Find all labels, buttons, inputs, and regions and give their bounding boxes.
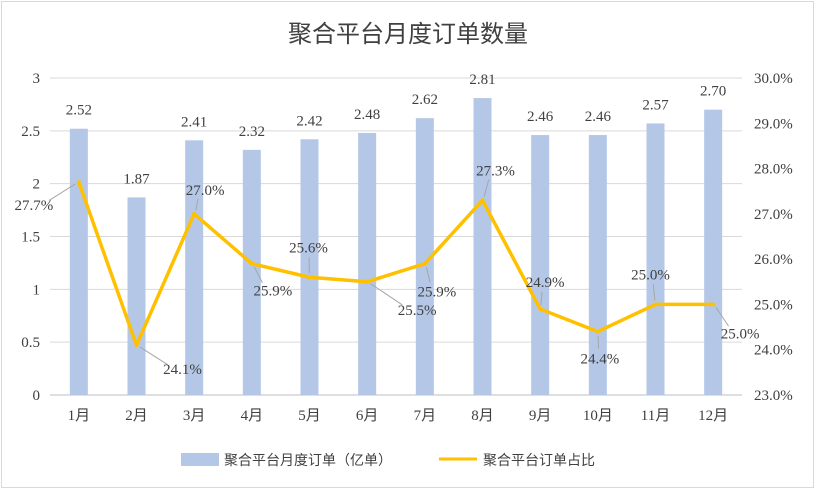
bar [185, 140, 204, 395]
y-left-tick-label: 2 [33, 177, 41, 193]
bar-value-label: 2.46 [527, 109, 554, 125]
leader-line [253, 266, 263, 284]
line-point [365, 279, 370, 284]
line-series [76, 180, 716, 348]
leader-line [48, 183, 76, 202]
bar [69, 128, 88, 395]
bar-value-label: 2.52 [66, 103, 92, 119]
x-tick-label: 7月 [414, 408, 437, 424]
bar-value-label: 2.62 [412, 92, 438, 108]
line-point [711, 302, 716, 307]
y-right-tick-label: 26.0% [754, 252, 793, 268]
line-point [307, 275, 312, 280]
bar-value-label: 2.32 [239, 124, 265, 140]
line-value-label: 25.0% [631, 267, 670, 283]
line-point [422, 261, 427, 266]
bar [358, 132, 377, 396]
leader-lines [48, 179, 729, 365]
axis-ticks: 00.511.522.5323.0%24.0%25.0%26.0%27.0%28… [21, 71, 793, 424]
bar-value-label: 2.70 [700, 84, 726, 100]
bar-value-label: 2.48 [354, 107, 380, 123]
x-tick-label: 3月 [183, 408, 206, 424]
bar-value-label: 2.42 [296, 113, 322, 129]
line-value-label: 25.9% [253, 284, 292, 300]
line-point [653, 302, 658, 307]
line-value-label: 24.4% [580, 352, 619, 368]
x-tick-label: 8月 [471, 408, 494, 424]
y-right-tick-label: 27.0% [754, 207, 793, 223]
bar [646, 123, 665, 395]
bar-value-label: 2.41 [181, 114, 207, 130]
line-point [192, 211, 197, 216]
bar-value-label: 2.81 [469, 72, 495, 88]
bar-value-label: 2.57 [642, 97, 669, 113]
bar-series [69, 98, 723, 396]
line-point [595, 329, 600, 334]
bar-value-label: 1.87 [123, 171, 150, 187]
y-left-tick-label: 1 [33, 282, 41, 298]
line-point [76, 180, 81, 185]
legend-label-bar: 聚合平台月度订单（亿单） [224, 453, 392, 469]
y-left-tick-label: 3 [33, 71, 41, 87]
line-value-label: 25.0% [721, 326, 760, 342]
data-labels: 2.521.872.412.322.42 2.482.622.812.46 2.46… [14, 72, 759, 378]
y-left-tick-label: 0 [33, 388, 41, 404]
legend-swatch-bar [181, 453, 219, 466]
y-right-tick-label: 30.0% [754, 71, 793, 87]
leader-line [370, 283, 403, 306]
line-point [480, 198, 485, 203]
line-value-label: 24.9% [526, 275, 565, 291]
x-tick-label: 12月 [698, 408, 728, 424]
leader-line [540, 291, 543, 306]
bar [127, 197, 146, 395]
bar-value-label: 2.46 [585, 109, 612, 125]
y-right-tick-label: 29.0% [754, 116, 793, 132]
line-value-label: 25.9% [417, 285, 456, 301]
gridlines [50, 77, 742, 396]
bar [531, 135, 550, 395]
line-value-label: 27.3% [476, 163, 515, 179]
x-tick-label: 9月 [529, 408, 552, 424]
x-tick-label: 11月 [641, 408, 670, 424]
y-right-tick-label: 28.0% [754, 162, 793, 178]
y-left-tick-label: 1.5 [21, 230, 40, 246]
leader-line [139, 346, 168, 365]
x-tick-label: 5月 [298, 408, 321, 424]
line-path [77, 181, 714, 347]
legend-label-line: 聚合平台订单占比 [483, 453, 595, 469]
leader-line [195, 198, 199, 211]
leader-line [425, 267, 431, 283]
bar [473, 98, 492, 396]
leader-line [715, 307, 729, 327]
line-value-label: 25.5% [398, 303, 437, 319]
y-left-tick-label: 2.5 [21, 124, 40, 140]
x-tick-label: 10月 [583, 408, 613, 424]
line-point [249, 261, 254, 266]
line-value-label: 25.6% [289, 240, 328, 256]
y-left-tick-label: 0.5 [21, 335, 40, 351]
line-value-label: 27.7% [14, 198, 53, 214]
x-tick-label: 6月 [356, 408, 379, 424]
y-right-tick-label: 24.0% [754, 343, 793, 359]
leader-line [483, 179, 490, 197]
line-value-label: 27.0% [186, 183, 225, 199]
leader-line [652, 284, 656, 301]
bar [415, 118, 434, 396]
y-right-tick-label: 25.0% [754, 297, 793, 313]
chart-title: 聚合平台月度订单数量 [288, 20, 528, 48]
y-right-tick-label: 23.0% [754, 388, 793, 404]
x-tick-label: 1月 [68, 408, 91, 424]
line-point [134, 343, 139, 348]
x-tick-label: 2月 [125, 408, 148, 424]
line-value-label: 24.1% [163, 362, 202, 378]
line-point [538, 306, 543, 311]
legend: 聚合平台月度订单（亿单） 聚合平台订单占比 [181, 453, 595, 469]
bar [704, 109, 723, 395]
bar [242, 149, 261, 395]
x-tick-label: 4月 [241, 408, 264, 424]
